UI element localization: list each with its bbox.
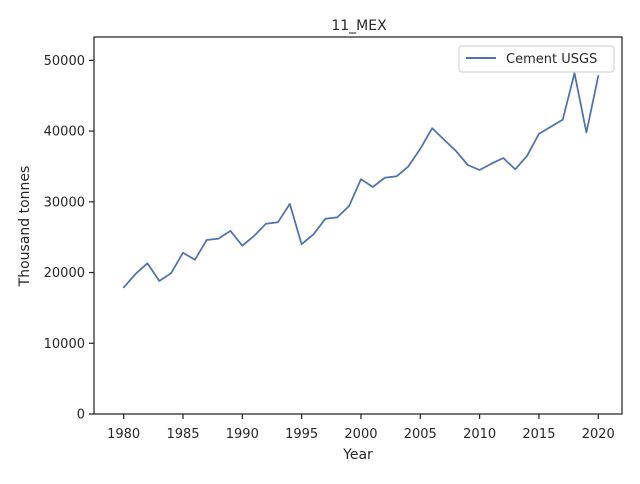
plot-area-frame xyxy=(93,36,623,415)
series-line-cement-usgs xyxy=(122,72,600,289)
x-tick-label: 1995 xyxy=(285,427,318,442)
y-tick-label: 30000 xyxy=(44,195,85,210)
y-tick-label: 50000 xyxy=(44,54,85,69)
x-axis-title: Year xyxy=(342,447,373,463)
x-axis-ticks: 1980 1985 1990 1995 2000 2005 2010 2015 2020 xyxy=(107,414,615,442)
x-tick-label: 2005 xyxy=(404,427,437,442)
x-tick-label: 2010 xyxy=(463,427,496,442)
series-layer xyxy=(122,72,600,289)
y-tick-label: 20000 xyxy=(44,266,85,281)
y-axis-ticks: 0 10000 20000 30000 40000 50000 xyxy=(44,54,94,423)
x-tick-label: 2000 xyxy=(344,427,377,442)
y-tick-label: 40000 xyxy=(44,125,85,140)
legend-box xyxy=(458,45,615,73)
y-tick-label: 10000 xyxy=(44,337,85,352)
y-axis-title: Thousand tonnes xyxy=(17,166,33,288)
legend: Cement USGS xyxy=(458,45,615,73)
x-tick-label: 1985 xyxy=(166,427,199,442)
x-tick-label: 2020 xyxy=(582,427,615,442)
x-tick-label: 1980 xyxy=(107,427,140,442)
legend-label: Cement USGS xyxy=(506,52,597,67)
y-tick-label: 0 xyxy=(77,408,85,423)
x-tick-label: 2015 xyxy=(522,427,555,442)
x-tick-label: 1990 xyxy=(226,427,259,442)
chart-title: 11_MEX xyxy=(331,18,387,34)
